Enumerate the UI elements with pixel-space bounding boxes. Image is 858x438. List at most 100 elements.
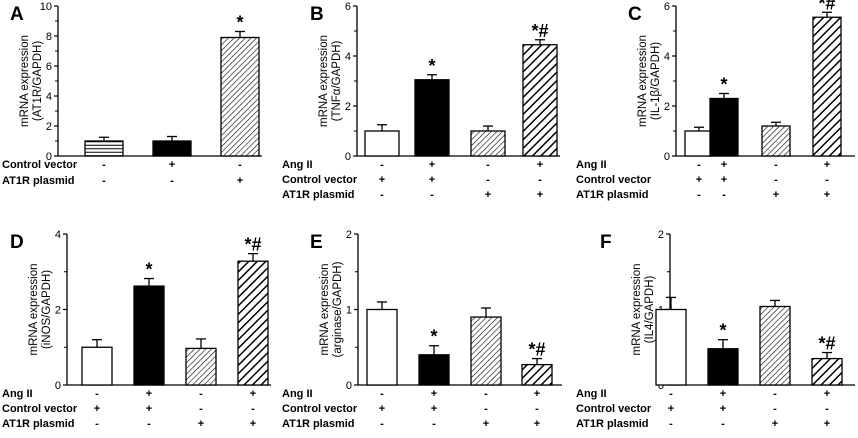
bar [759,305,791,386]
bar [237,260,269,386]
y-axis-title-line: (TNFα/GAPDH) [331,40,343,121]
condition-mark: + [721,159,727,171]
bar [364,130,400,157]
condition-mark: + [429,174,435,186]
y-axis-title-line: mRNA expression [319,263,331,355]
condition-mark: - [199,388,203,400]
condition-mark: - [825,403,829,415]
condition-mark: - [430,189,434,201]
condition-row-label: Control vector [282,403,358,415]
y-tick-label: 2 [46,121,52,133]
bar [414,79,450,157]
y-tick-label: 0 [55,380,61,392]
bar [81,346,113,386]
condition-mark: + [431,388,437,400]
condition-mark: - [697,159,701,171]
significance-label: *# [818,0,835,13]
condition-mark: - [486,174,490,186]
condition-mark: - [380,388,384,400]
significance-label: *# [818,334,835,354]
condition-mark: - [199,403,203,415]
condition-mark: - [538,174,542,186]
bar [133,285,165,386]
condition-mark: - [484,403,488,415]
condition-mark: + [94,403,100,415]
condition-row-label: AT1R plasmid [282,418,355,430]
bar [521,363,553,386]
y-tick-label: 0 [664,151,670,163]
condition-row-label: Ang II [576,388,607,400]
condition-mark: - [669,388,673,400]
condition-mark: + [537,159,543,171]
bar [84,140,124,157]
y-tick-label: 2 [345,101,351,113]
condition-mark: + [721,174,727,186]
y-axis-title: mRNA expression(iNOS/GAPDH) [28,263,53,355]
y-tick-label: 10 [40,1,52,13]
significance-label: *# [244,235,261,255]
significance-label: * [236,13,243,33]
y-tick-label: 8 [46,31,52,43]
condition-mark: + [824,388,830,400]
y-axis-title: mRNA expression(IL4/GAPDH) [631,263,656,355]
y-axis-title: mRNA expression(IL-1β/GAPDH) [637,35,662,127]
y-tick-label: 6 [345,1,351,13]
bar [185,347,217,386]
condition-mark: - [697,189,701,201]
condition-mark: + [485,189,491,201]
y-tick-label: 0 [46,151,52,163]
y-tick-label: 0 [658,380,664,392]
bar [220,36,260,157]
condition-mark: + [720,388,726,400]
panel-letter: B [310,4,324,25]
condition-row-label: Control vector [2,403,78,415]
condition-row-label: Control vector [2,159,78,171]
condition-mark: + [534,388,540,400]
significance-label: * [145,260,152,280]
condition-mark: - [484,388,488,400]
y-axis-title-line: (IL4/GAPDH) [644,275,656,343]
condition-mark: - [102,159,106,171]
bar [418,354,450,386]
bar [811,357,843,386]
condition-row-label: Ang II [576,159,607,171]
y-axis-title-line: mRNA expression [28,263,40,355]
condition-mark: + [237,175,243,187]
bar [655,308,687,386]
y-tick-label: 6 [46,61,52,73]
condition-row-label: Ang II [2,388,33,400]
condition-mark: - [380,159,384,171]
condition-mark: - [669,418,673,430]
condition-mark: - [773,388,777,400]
y-tick-label: 2 [346,229,352,241]
condition-mark: - [486,159,490,171]
significance-label: *# [528,340,545,360]
condition-mark: + [824,418,830,430]
condition-mark: - [432,418,436,430]
panel-letter: E [310,232,323,253]
condition-row-label: AT1R plasmid [576,418,649,430]
y-axis-title-line: mRNA expression [318,35,330,127]
condition-mark: + [773,189,779,201]
condition-mark: - [95,418,99,430]
condition-row-label: Ang II [282,388,313,400]
y-axis-title-line: mRNA expression [19,35,31,127]
significance-label: *# [531,21,548,41]
panel-letter: C [628,4,642,25]
significance-label: * [720,75,727,95]
condition-mark: + [169,159,175,171]
significance-label: * [428,56,435,76]
panel-letter: F [600,232,612,253]
y-tick-label: 4 [46,91,52,103]
y-axis-title-line: (iNOS/GAPDH) [41,270,53,349]
condition-mark: + [379,403,385,415]
significance-label: * [430,327,437,347]
condition-mark: + [534,418,540,430]
condition-mark: - [170,175,174,187]
y-tick-label: 2 [55,305,61,317]
condition-mark: - [721,418,725,430]
condition-mark: - [251,403,255,415]
y-tick-label: 2 [658,229,664,241]
